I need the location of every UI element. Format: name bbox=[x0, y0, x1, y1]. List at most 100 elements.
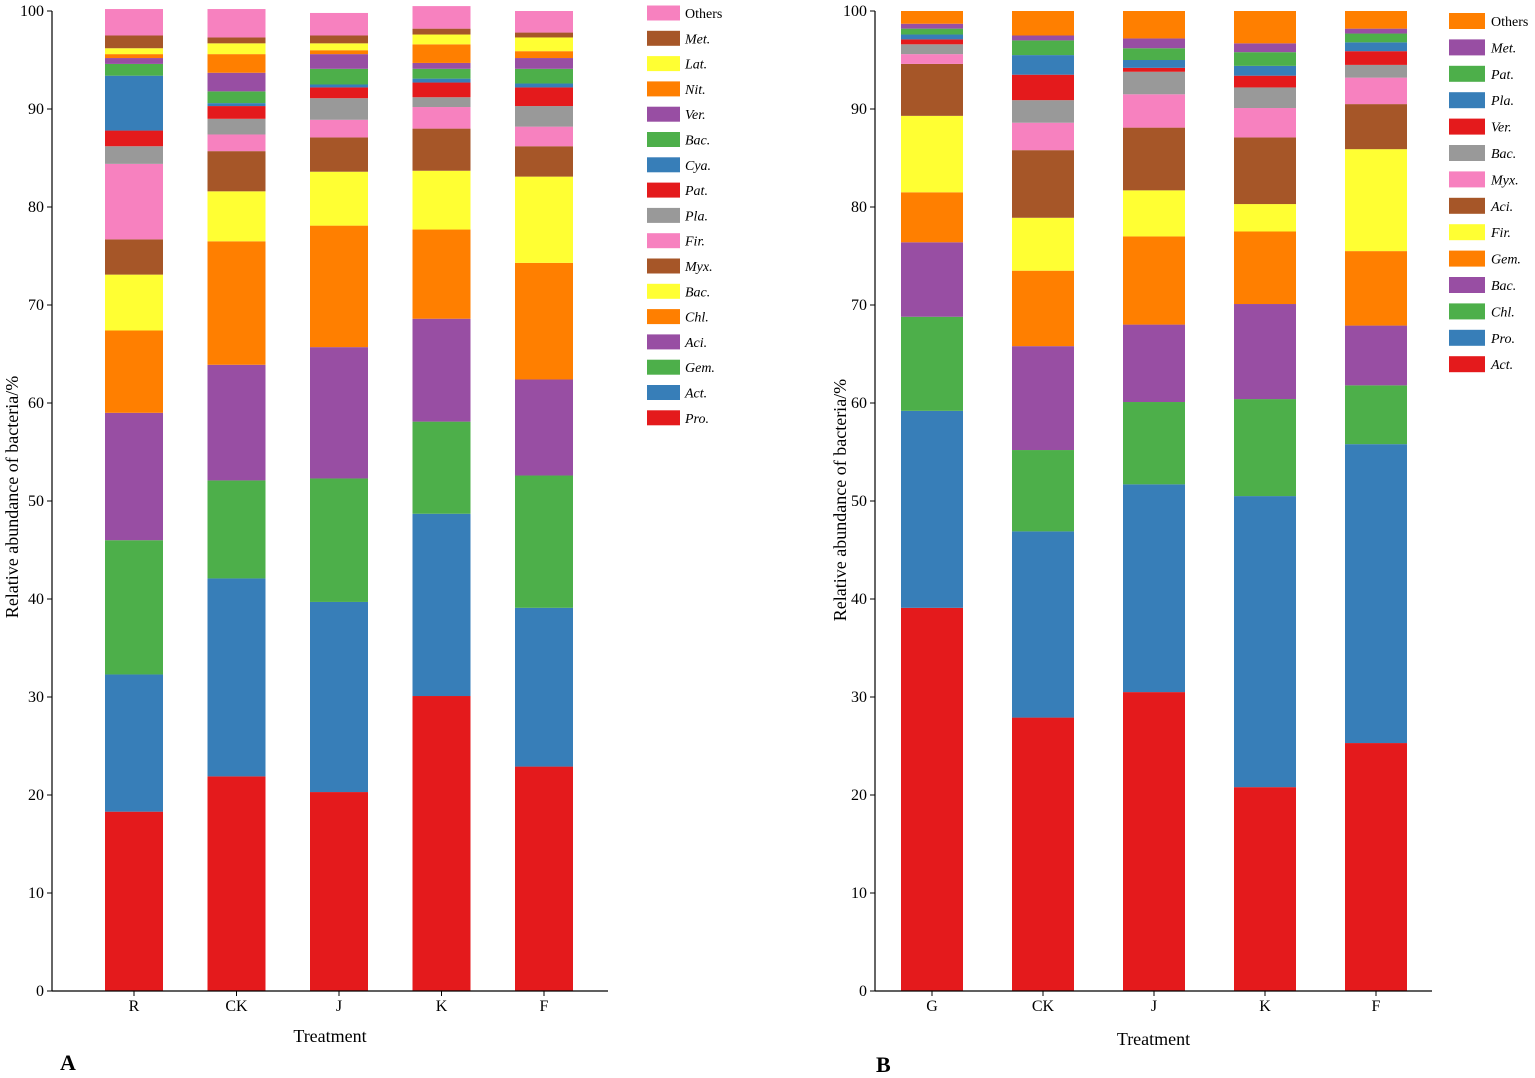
legend-label: Ver. bbox=[1491, 121, 1512, 136]
legend-swatch bbox=[1449, 329, 1485, 346]
legend-swatch bbox=[1449, 13, 1485, 29]
legend-label: Bac. bbox=[1491, 147, 1516, 162]
legend-label: Gem. bbox=[685, 361, 715, 376]
legend-swatch bbox=[1449, 145, 1485, 161]
bar-segment bbox=[901, 11, 963, 24]
bar-segment bbox=[412, 318, 471, 422]
legend-label: Fir. bbox=[1490, 226, 1511, 241]
legend-label: Others bbox=[1491, 15, 1528, 30]
legend-label: Chl. bbox=[1491, 305, 1515, 320]
x-tick-label: F bbox=[540, 998, 549, 1015]
legend-swatch bbox=[647, 157, 680, 173]
bar-segment bbox=[1234, 108, 1296, 138]
bar-segment bbox=[310, 119, 368, 138]
bar-segment bbox=[1123, 324, 1185, 403]
bar-segment bbox=[310, 35, 368, 44]
bar-segment bbox=[1345, 104, 1407, 150]
legend-swatch bbox=[1449, 65, 1485, 82]
bar-segment bbox=[515, 58, 573, 69]
x-tick-label: R bbox=[129, 998, 140, 1015]
bar-segment bbox=[412, 28, 471, 35]
bar-segment bbox=[105, 63, 163, 76]
bar-segment bbox=[105, 146, 163, 164]
y-tick-label: 50 bbox=[28, 493, 44, 510]
y-tick-label: 70 bbox=[28, 297, 44, 314]
bar-segment bbox=[412, 62, 471, 69]
bar-segment bbox=[1123, 38, 1185, 49]
x-tick-label: K bbox=[436, 998, 448, 1015]
bar-segment bbox=[1123, 11, 1185, 39]
legend: Others Met. Pat. Pla. Ver. Bac. Myx. Aci. Fir. Ge… bbox=[1449, 13, 1528, 373]
y-axis-title: Relative abundance of bacteria/% bbox=[2, 376, 22, 618]
bar-segment bbox=[901, 242, 963, 317]
y-tick-label: 100 bbox=[843, 3, 867, 20]
legend-swatch bbox=[647, 132, 680, 147]
bar-segment bbox=[515, 176, 573, 263]
bar-segment bbox=[1012, 150, 1074, 218]
y-tick-label: 30 bbox=[851, 689, 867, 706]
bar-segment bbox=[515, 83, 573, 88]
bar-segment bbox=[207, 37, 266, 44]
bar-segment bbox=[515, 126, 573, 147]
bar-segment bbox=[310, 12, 368, 36]
bar-segment bbox=[412, 97, 471, 108]
y-tick-label: 10 bbox=[851, 885, 867, 902]
y-tick-label: 80 bbox=[851, 199, 867, 216]
legend-swatch bbox=[647, 410, 680, 426]
x-tick-label: J bbox=[336, 998, 342, 1015]
bar-segment bbox=[412, 78, 471, 83]
bar-segment bbox=[105, 130, 163, 147]
legend-label: Ver. bbox=[685, 108, 706, 123]
bar-segment bbox=[1123, 692, 1185, 991]
bar-segment bbox=[207, 134, 266, 152]
bar-segment bbox=[515, 87, 573, 107]
legend-label: Myx. bbox=[1490, 173, 1519, 188]
bar-segment bbox=[412, 44, 471, 63]
bar-segment bbox=[412, 34, 471, 45]
bar-segment bbox=[310, 478, 368, 602]
bar-segment bbox=[901, 34, 963, 40]
bars bbox=[901, 11, 1407, 991]
bar-segment bbox=[310, 87, 368, 99]
legend-label: Myx. bbox=[684, 260, 713, 275]
bar-segment bbox=[207, 776, 266, 991]
legend-label: Bac. bbox=[1491, 279, 1516, 294]
bar-segment bbox=[412, 696, 471, 991]
bar-segment bbox=[105, 811, 163, 991]
bar-segment bbox=[207, 118, 266, 135]
legend-label: Gem. bbox=[1491, 253, 1521, 268]
legend-swatch bbox=[1449, 224, 1485, 241]
bar-segment bbox=[1012, 270, 1074, 347]
legend-swatch bbox=[647, 182, 680, 198]
legend-label: Pat. bbox=[1490, 68, 1514, 83]
bar-segment bbox=[901, 192, 963, 243]
bar-segment bbox=[207, 72, 266, 92]
bar-segment bbox=[1012, 55, 1074, 75]
legend-label: Aci. bbox=[684, 336, 707, 351]
bar-segment bbox=[515, 106, 573, 127]
legend-label: Aci. bbox=[1490, 200, 1513, 215]
legend-label: Others bbox=[685, 7, 722, 22]
bar-segment bbox=[1123, 402, 1185, 485]
bar-segment bbox=[1234, 65, 1296, 76]
bar-segment bbox=[1234, 87, 1296, 109]
y-tick-label: 60 bbox=[28, 395, 44, 412]
bar-segment bbox=[1234, 11, 1296, 44]
x-tick-label: CK bbox=[225, 998, 248, 1015]
legend-swatch bbox=[1449, 303, 1485, 320]
bar-segment bbox=[1234, 43, 1296, 53]
legend-swatch bbox=[647, 309, 680, 325]
legend-label: Pro. bbox=[1490, 332, 1515, 347]
bar-segment bbox=[207, 106, 266, 119]
bar-segment bbox=[105, 412, 163, 541]
legend-label: Chl. bbox=[685, 311, 709, 326]
bar-segment bbox=[1345, 33, 1407, 43]
y-tick-label: 30 bbox=[28, 689, 44, 706]
bar-segment bbox=[1234, 304, 1296, 400]
x-tick-label: G bbox=[926, 998, 938, 1015]
bar-segment bbox=[1012, 100, 1074, 123]
legend-swatch bbox=[1449, 171, 1485, 188]
bar-segment bbox=[1012, 11, 1074, 36]
bar-segment bbox=[310, 137, 368, 172]
